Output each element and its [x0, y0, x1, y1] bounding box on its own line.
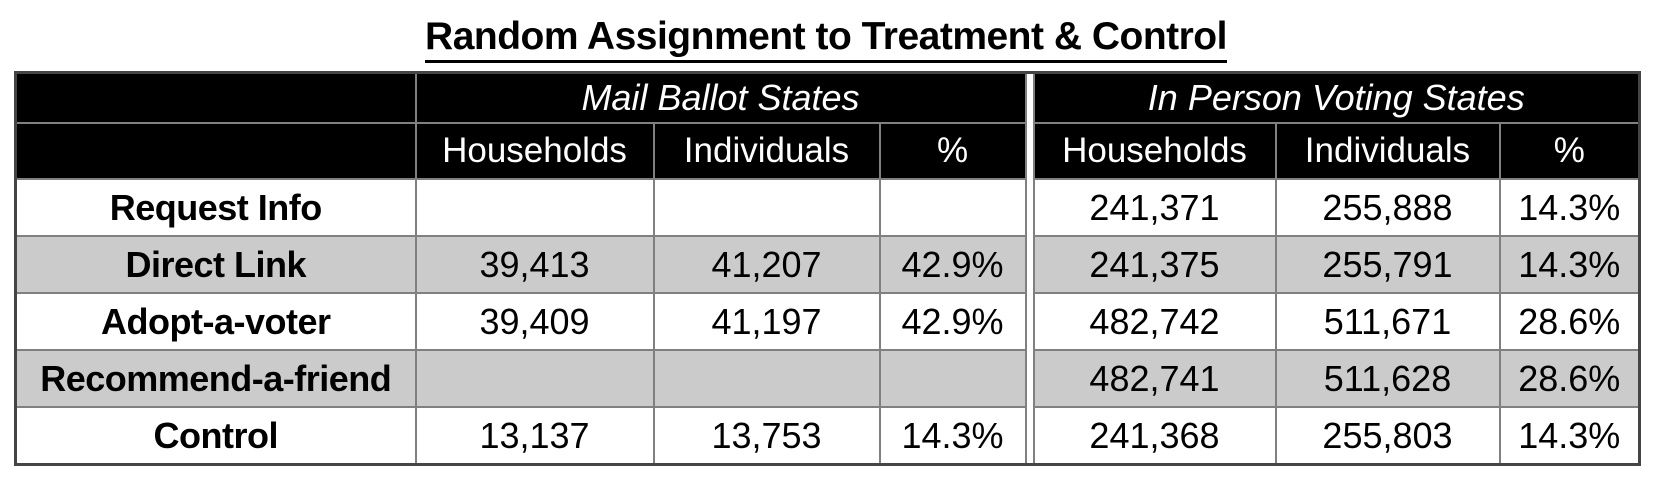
cell-mail-individuals: 41,197	[652, 292, 881, 351]
cell-in-person-individuals: 511,671	[1274, 292, 1501, 351]
cell-in-person-individuals: 255,791	[1274, 235, 1501, 294]
table-row-recommend-a-friend: Recommend-a-friend 482,741 511,628 28.6%	[14, 349, 1641, 408]
row-label-direct-link: Direct Link	[14, 235, 417, 294]
cell-mail-individuals: 13,753	[652, 406, 881, 466]
cell-in-person-households: 482,742	[1032, 292, 1277, 351]
row-label-recommend-a-friend: Recommend-a-friend	[14, 349, 417, 408]
cell-mail-percent	[878, 349, 1027, 408]
title-wrap: Random Assignment to Treatment & Control	[14, 15, 1638, 63]
table-row-control: Control 13,137 13,753 14.3% 241,368 255,…	[14, 406, 1641, 466]
column-header-mail-households: Households	[414, 122, 655, 180]
cell-mail-households: 39,409	[414, 292, 655, 351]
column-header-blank	[14, 122, 417, 180]
cell-mail-individuals: 41,207	[652, 235, 881, 294]
row-label-control: Control	[14, 406, 417, 466]
group-separator	[1024, 407, 1035, 465]
cell-in-person-households: 482,741	[1032, 349, 1277, 408]
cell-in-person-percent: 14.3%	[1498, 178, 1641, 237]
assignment-table: Mail Ballot States In Person Voting Stat…	[14, 71, 1641, 466]
group-header-blank	[14, 71, 417, 124]
page-title: Random Assignment to Treatment & Control	[425, 15, 1227, 63]
column-header-mail-individuals: Individuals	[652, 122, 881, 180]
cell-in-person-households: 241,371	[1032, 178, 1277, 237]
cell-in-person-percent: 14.3%	[1498, 406, 1641, 466]
cell-in-person-households: 241,375	[1032, 235, 1277, 294]
group-separator	[1024, 350, 1035, 407]
column-header-in-person-households: Households	[1032, 122, 1277, 180]
group-separator	[1024, 72, 1035, 123]
cell-mail-percent: 42.9%	[878, 292, 1027, 351]
cell-mail-percent: 14.3%	[878, 406, 1027, 466]
table-row-direct-link: Direct Link 39,413 41,207 42.9% 241,375 …	[14, 235, 1641, 294]
cell-mail-households	[414, 178, 655, 237]
cell-mail-percent	[878, 178, 1027, 237]
group-header-row: Mail Ballot States In Person Voting Stat…	[14, 71, 1641, 124]
group-separator	[1024, 123, 1035, 179]
cell-in-person-individuals: 255,888	[1274, 178, 1501, 237]
table-row-adopt-a-voter: Adopt-a-voter 39,409 41,197 42.9% 482,74…	[14, 292, 1641, 351]
cell-in-person-individuals: 511,628	[1274, 349, 1501, 408]
row-label-request-info: Request Info	[14, 178, 417, 237]
group-separator	[1024, 236, 1035, 293]
cell-in-person-percent: 28.6%	[1498, 349, 1641, 408]
group-header-in-person: In Person Voting States	[1032, 71, 1641, 124]
column-header-in-person-individuals: Individuals	[1274, 122, 1501, 180]
column-header-mail-percent: %	[878, 122, 1027, 180]
cell-mail-individuals	[652, 178, 881, 237]
group-header-mail: Mail Ballot States	[414, 71, 1027, 124]
table-row-request-info: Request Info 241,371 255,888 14.3%	[14, 178, 1641, 237]
cell-mail-households: 39,413	[414, 235, 655, 294]
group-separator	[1024, 179, 1035, 236]
cell-in-person-percent: 28.6%	[1498, 292, 1641, 351]
cell-mail-households	[414, 349, 655, 408]
cell-in-person-percent: 14.3%	[1498, 235, 1641, 294]
column-header-in-person-percent: %	[1498, 122, 1641, 180]
group-separator	[1024, 293, 1035, 350]
column-header-row: Households Individuals % Households Indi…	[14, 122, 1641, 180]
cell-in-person-households: 241,368	[1032, 406, 1277, 466]
cell-mail-individuals	[652, 349, 881, 408]
cell-mail-percent: 42.9%	[878, 235, 1027, 294]
cell-in-person-individuals: 255,803	[1274, 406, 1501, 466]
row-label-adopt-a-voter: Adopt-a-voter	[14, 292, 417, 351]
cell-mail-households: 13,137	[414, 406, 655, 466]
